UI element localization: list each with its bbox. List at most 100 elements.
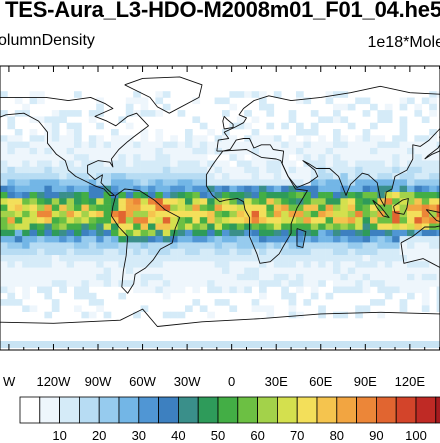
heatmap-cell (30, 198, 38, 205)
heatmap-cell (89, 255, 97, 262)
heatmap-cell (326, 217, 334, 224)
heatmap-cell (355, 98, 363, 105)
heatmap-cell (200, 135, 208, 142)
heatmap-cell (266, 123, 274, 130)
heatmap-cell (126, 167, 134, 174)
heatmap-cell (348, 154, 356, 161)
heatmap-cell (289, 192, 297, 199)
heatmap-cell (244, 230, 252, 237)
heatmap-cell (37, 186, 45, 193)
heatmap-cell (141, 161, 149, 168)
heatmap-cell (385, 110, 393, 117)
heatmap-cell (281, 255, 289, 262)
heatmap-cell (7, 249, 15, 256)
heatmap-cell (370, 268, 378, 275)
heatmap-cell (111, 280, 119, 287)
heatmap-cell (89, 116, 97, 123)
heatmap-cell (111, 173, 119, 180)
heatmap-cell (252, 129, 260, 136)
heatmap-cell (0, 261, 8, 268)
heatmap-cell (52, 179, 60, 186)
heatmap-cell (111, 242, 119, 249)
heatmap-cell (81, 268, 89, 275)
heatmap-cell (414, 268, 422, 275)
heatmap-cell (59, 135, 67, 142)
heatmap-cell (15, 154, 23, 161)
heatmap-cell (104, 198, 112, 205)
heatmap-cell (377, 173, 385, 180)
heatmap-cell (237, 287, 245, 294)
heatmap-cell (311, 255, 319, 262)
heatmap-cell (333, 261, 341, 268)
heatmap-cell (259, 255, 267, 262)
heatmap-cell (363, 192, 371, 199)
heatmap-cell (37, 224, 45, 231)
heatmap-cell (296, 148, 304, 155)
heatmap-cell (200, 154, 208, 161)
heatmap-cell (170, 186, 178, 193)
heatmap-cell (392, 230, 400, 237)
heatmap-cell (392, 192, 400, 199)
heatmap-cell (296, 211, 304, 218)
heatmap-cell (81, 293, 89, 300)
heatmap-cell (407, 179, 415, 186)
heatmap-cell (7, 299, 15, 306)
heatmap-cell (44, 274, 52, 281)
heatmap-cell (348, 167, 356, 174)
heatmap-cell (15, 255, 23, 262)
heatmap-cell (407, 173, 415, 180)
variable-label: olumnDensity (0, 32, 95, 50)
heatmap-cell (422, 274, 430, 281)
heatmap-cell (326, 236, 334, 243)
heatmap-cell (163, 249, 171, 256)
heatmap-cell (81, 192, 89, 199)
heatmap-cell (133, 186, 141, 193)
heatmap-cell (385, 198, 393, 205)
heatmap-cell (355, 224, 363, 231)
heatmap-cell (422, 173, 430, 180)
heatmap-cell (414, 135, 422, 142)
heatmap-cell (7, 293, 15, 300)
heatmap-cell (222, 268, 230, 275)
colorbar (0, 396, 440, 426)
heatmap-cell (185, 173, 193, 180)
colorbar-box (357, 397, 377, 423)
heatmap-cell (15, 242, 23, 249)
heatmap-cell (22, 211, 30, 218)
heatmap-cell (429, 167, 437, 174)
heatmap-cell (44, 287, 52, 294)
heatmap-cell (148, 179, 156, 186)
heatmap-cell (96, 211, 104, 218)
heatmap-cell (22, 242, 30, 249)
heatmap-cell (7, 135, 15, 142)
heatmap-cell (289, 135, 297, 142)
heatmap-cell (274, 192, 282, 199)
heatmap-cell (429, 161, 437, 168)
heatmap-cell (392, 217, 400, 224)
heatmap-cell (289, 110, 297, 117)
colorbar-box (119, 397, 139, 423)
heatmap-cell (252, 135, 260, 142)
heatmap-cell (385, 255, 393, 262)
x-tick-label: 30E (265, 374, 288, 389)
heatmap-cell (59, 198, 67, 205)
heatmap-cell (229, 274, 237, 281)
heatmap-cell (81, 198, 89, 205)
heatmap-cell (370, 230, 378, 237)
heatmap-cell (311, 274, 319, 281)
heatmap-cell (15, 261, 23, 268)
heatmap-cell (385, 104, 393, 111)
heatmap-cell (429, 268, 437, 275)
heatmap-cell (0, 230, 8, 237)
heatmap-cell (178, 249, 186, 256)
heatmap-cell (155, 255, 163, 262)
heatmap-cell (229, 104, 237, 111)
heatmap-cell (185, 236, 193, 243)
heatmap-cell (178, 287, 186, 294)
heatmap-cell (296, 268, 304, 275)
heatmap-cell (259, 211, 267, 218)
heatmap-cell (274, 173, 282, 180)
heatmap-cell (0, 287, 8, 294)
heatmap-cell (377, 161, 385, 168)
heatmap-cell (348, 255, 356, 262)
